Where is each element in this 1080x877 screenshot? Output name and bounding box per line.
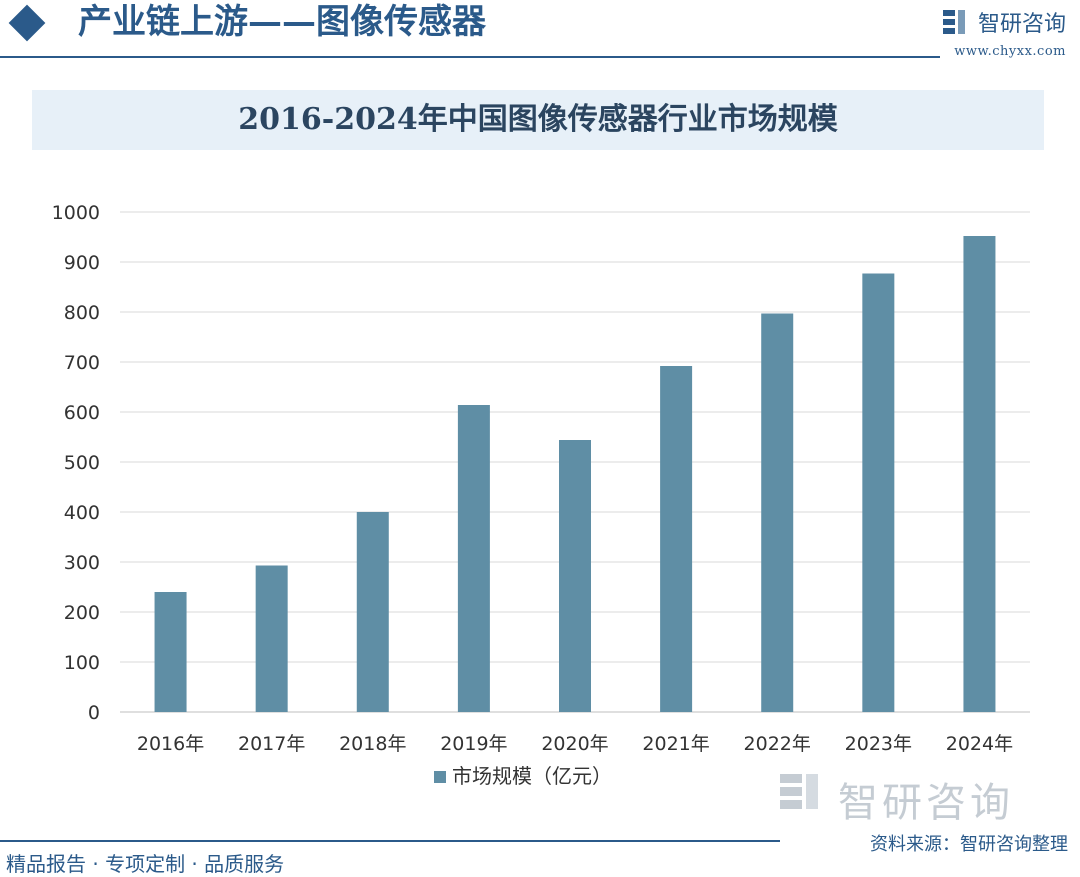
- legend-label: 市场规模（亿元）: [452, 764, 612, 788]
- y-tick-label: 100: [64, 652, 100, 674]
- page-title: 产业链上游——图像传感器: [78, 2, 486, 42]
- watermark-name: 智研咨询: [838, 780, 1014, 826]
- brand-url: www.chyxx.com: [954, 44, 1066, 59]
- footer-slogan: 精品报告 · 专项定制 · 品质服务: [6, 852, 285, 876]
- chart-title-banner: 2016-2024年中国图像传感器行业市场规模: [32, 90, 1044, 150]
- bar: [862, 273, 895, 712]
- source-note: 资料来源：智研咨询整理: [870, 834, 1068, 855]
- brand-name: 智研咨询: [977, 12, 1066, 37]
- x-tick-label: 2024年: [946, 733, 1013, 755]
- y-tick-label: 300: [64, 552, 100, 574]
- y-tick-label: 900: [64, 252, 100, 274]
- bar: [154, 592, 187, 712]
- x-tick-label: 2016年: [137, 733, 204, 755]
- y-tick-label: 600: [64, 402, 100, 424]
- x-tick-label: 2021年: [642, 733, 709, 755]
- y-tick-label: 1000: [52, 202, 100, 224]
- bar: [963, 236, 996, 712]
- header-divider: [0, 56, 940, 58]
- watermark-logo-icon: [780, 774, 818, 809]
- bar: [660, 366, 693, 712]
- bar-chart: 0 100 200 300 400 500 600 700 800 900 1000 2016年 20…: [52, 202, 1030, 788]
- bar: [356, 512, 389, 712]
- footer-divider: [0, 840, 780, 842]
- y-tick-label: 400: [64, 502, 100, 524]
- x-tick-label: 2023年: [845, 733, 912, 755]
- brand-logo-icon: [942, 10, 965, 34]
- x-tick-label: 2022年: [744, 733, 811, 755]
- y-tick-label: 200: [64, 602, 100, 624]
- y-tick-label: 700: [64, 352, 100, 374]
- y-tick-label: 0: [88, 702, 100, 724]
- x-tick-label: 2018年: [339, 733, 406, 755]
- chart-legend: 市场规模（亿元）: [434, 764, 612, 788]
- y-tick-label: 500: [64, 452, 100, 474]
- y-tick-label: 800: [64, 302, 100, 324]
- bar: [457, 405, 490, 712]
- bar: [255, 565, 288, 712]
- legend-swatch: [434, 771, 446, 783]
- x-tick-label: 2020年: [541, 733, 608, 755]
- x-tick-label: 2019年: [440, 733, 507, 755]
- bar: [559, 440, 591, 712]
- chart-title: 2016-2024年中国图像传感器行业市场规模: [238, 102, 838, 137]
- bar: [761, 313, 794, 712]
- header-diamond-icon: [8, 4, 46, 42]
- brand-block: 智研咨询 www.chyxx.com: [941, 6, 1066, 59]
- x-tick-label: 2017年: [238, 733, 305, 755]
